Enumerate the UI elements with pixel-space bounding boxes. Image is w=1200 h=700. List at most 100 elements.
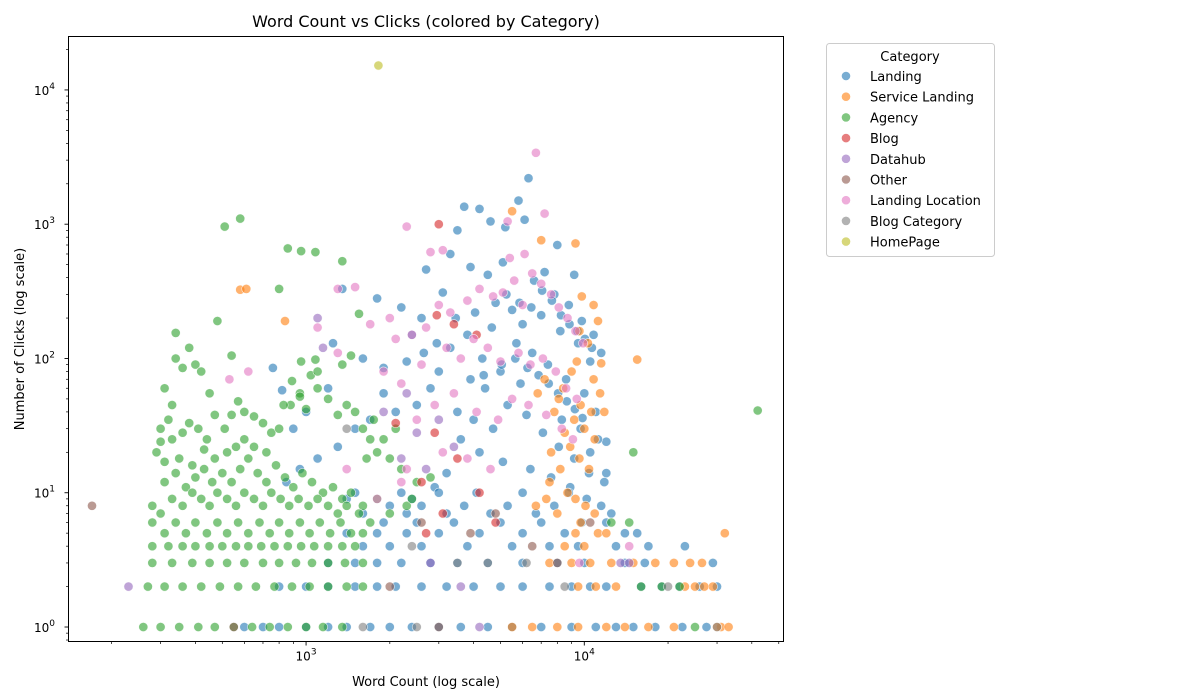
data-point: [588, 329, 599, 340]
data-point: [243, 366, 254, 377]
data-point: [690, 581, 700, 592]
data-point: [437, 508, 448, 519]
data-point: [307, 558, 317, 568]
data-point: [241, 283, 252, 294]
data-point: [517, 581, 528, 592]
data-point: [372, 493, 382, 504]
data-point: [204, 558, 215, 568]
data-point: [239, 406, 250, 417]
data-point: [318, 342, 328, 353]
data-point: [401, 500, 412, 511]
data-point: [212, 487, 223, 498]
data-point: [310, 354, 321, 365]
data-point: [209, 622, 220, 632]
data-point: [304, 581, 315, 592]
legend-item: Service Landing: [841, 91, 974, 106]
data-point: [373, 60, 384, 71]
data-point: [552, 508, 563, 519]
y-tick-label: 102: [34, 350, 55, 366]
data-point: [258, 418, 268, 428]
data-point: [437, 245, 448, 256]
data-point: [226, 477, 237, 487]
data-point: [365, 319, 376, 330]
data-point: [478, 370, 489, 381]
data-point: [539, 374, 550, 385]
data-point: [596, 347, 607, 358]
x-axis: 103 104: [111, 641, 780, 664]
data-point: [187, 487, 198, 498]
data-point: [214, 581, 225, 592]
data-point: [390, 406, 401, 417]
data-point: [196, 493, 207, 504]
data-point: [517, 528, 528, 539]
data-point: [699, 581, 710, 592]
data-point: [332, 283, 343, 294]
data-point: [468, 581, 479, 592]
data-point: [517, 487, 528, 498]
data-point: [167, 434, 177, 445]
data-point: [222, 528, 232, 539]
data-point: [502, 216, 513, 227]
data-point: [563, 300, 574, 310]
data-point: [497, 456, 508, 467]
data-point: [411, 414, 422, 425]
data-point: [517, 319, 528, 330]
data-point: [378, 366, 389, 377]
legend-item: Agency: [841, 111, 919, 126]
data-point: [650, 558, 661, 568]
data-point: [568, 434, 578, 445]
data-point: [593, 316, 603, 326]
data-point: [588, 300, 599, 310]
data-point: [138, 622, 149, 632]
legend-marker: [841, 112, 851, 123]
data-point: [155, 622, 166, 632]
data-point: [513, 195, 524, 206]
data-point: [519, 214, 530, 225]
data-point: [482, 269, 493, 280]
data-point: [401, 464, 412, 474]
data-point: [584, 464, 594, 474]
data-point: [296, 541, 306, 552]
data-point: [282, 622, 293, 632]
data-point: [406, 541, 417, 552]
data-point: [601, 436, 612, 447]
data-point: [525, 464, 536, 474]
data-point: [507, 541, 517, 552]
data-point: [361, 453, 372, 464]
data-point: [416, 477, 427, 487]
data-point: [411, 427, 422, 438]
data-point: [184, 418, 195, 428]
data-point: [401, 356, 412, 367]
data-point: [677, 622, 688, 632]
data-point: [611, 541, 621, 552]
data-point: [312, 322, 323, 333]
data-point: [513, 347, 524, 358]
data-point: [663, 581, 673, 592]
data-point: [459, 500, 470, 511]
data-point: [212, 517, 223, 528]
data-point: [509, 275, 520, 286]
data-point: [643, 541, 654, 552]
data-point: [525, 359, 536, 370]
data-point: [332, 508, 343, 519]
data-point: [636, 581, 646, 592]
data-point: [586, 406, 597, 417]
data-point: [752, 405, 763, 416]
data-point: [448, 441, 459, 452]
data-point: [571, 356, 582, 367]
legend-marker: [841, 71, 851, 81]
data-point: [193, 622, 204, 632]
data-point: [552, 622, 563, 632]
legend-label: HomePage: [870, 236, 940, 251]
data-point: [606, 508, 617, 519]
data-point: [431, 338, 442, 349]
data-point: [437, 447, 448, 458]
data-point: [474, 447, 485, 458]
data-point: [606, 558, 617, 568]
data-point: [485, 216, 496, 227]
data-point: [323, 393, 333, 404]
legend-label: Landing Location: [870, 194, 981, 209]
data-point: [531, 147, 541, 158]
data-point: [249, 493, 259, 504]
data-point: [271, 460, 281, 471]
